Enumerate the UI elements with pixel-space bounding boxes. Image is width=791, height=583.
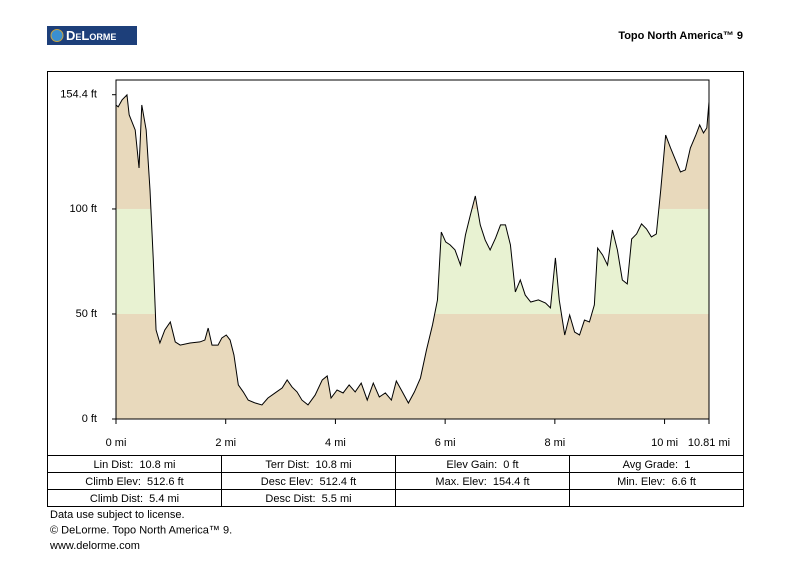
cell-text: Max. Elev: 154.4 ft: [435, 476, 529, 488]
cell-text: Climb Elev: 512.6 ft: [85, 476, 183, 488]
y-tick-label: 154.4 ft: [60, 89, 97, 101]
cell-text: Climb Dist: 5.4 mi: [90, 493, 179, 505]
plot: 0 ft 50 ft 100 ft 154.4 ft 0 mi 2 mi 4 mi 6 mi 8…: [60, 79, 730, 449]
logo-text: DeLorme: [66, 28, 116, 43]
page-title: Topo North America™ 9: [618, 30, 743, 42]
x-tick-label: 6 mi: [435, 437, 456, 449]
x-tick-label: 10 mi: [651, 437, 678, 449]
x-tick-label: 8 mi: [544, 437, 565, 449]
cell-text: Min. Elev: 6.6 ft: [617, 476, 696, 488]
y-tick-label: 0 ft: [82, 413, 97, 425]
plot-border: [115, 79, 710, 420]
table-cell: [395, 489, 570, 507]
y-tick-label: 50 ft: [76, 308, 97, 320]
x-tick-label: 4 mi: [325, 437, 346, 449]
stats-table: Lin Dist: 10.8 mi Terr Dist: 10.8 mi Elev …: [47, 455, 744, 507]
cell-text: Desc Dist: 5.5 mi: [265, 493, 351, 505]
x-tick-label: 10.81 mi: [688, 437, 730, 449]
cell-text: Elev Gain: 0 ft: [446, 459, 518, 471]
footer: Data use subject to license. © DeLorme. T…: [49, 509, 232, 552]
elevation-line: [115, 93, 710, 406]
footer-line: © DeLorme. Topo North America™ 9.: [50, 524, 232, 536]
x-tick-label: 2 mi: [215, 437, 236, 449]
footer-line: www.delorme.com: [49, 540, 140, 552]
cell-text: Desc Elev: 512.4 ft: [261, 476, 356, 488]
cell-text: Avg Grade: 1: [623, 459, 691, 471]
footer-line: Data use subject to license.: [50, 509, 185, 521]
logo-box: [47, 26, 137, 45]
y-tick-label: 100 ft: [69, 203, 97, 215]
table-cell: [569, 489, 744, 507]
logo-globe: [50, 29, 64, 42]
x-tick-label: 0 mi: [106, 437, 127, 449]
cell-text: Lin Dist: 10.8 mi: [94, 459, 176, 471]
cell-text: Terr Dist: 10.8 mi: [265, 459, 351, 471]
